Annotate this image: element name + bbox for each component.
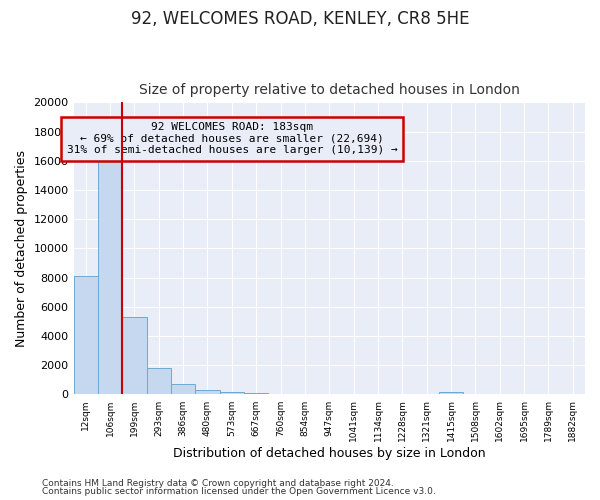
Text: 92, WELCOMES ROAD, KENLEY, CR8 5HE: 92, WELCOMES ROAD, KENLEY, CR8 5HE (131, 10, 469, 28)
Y-axis label: Number of detached properties: Number of detached properties (15, 150, 28, 347)
Bar (98, 152, 122, 394)
Bar (196, 390, 220, 394)
Bar (74, 276, 98, 394)
Bar (171, 384, 196, 394)
Bar (439, 392, 463, 394)
Text: Contains HM Land Registry data © Crown copyright and database right 2024.: Contains HM Land Registry data © Crown c… (42, 478, 394, 488)
Text: 92 WELCOMES ROAD: 183sqm
← 69% of detached houses are smaller (22,694)
31% of se: 92 WELCOMES ROAD: 183sqm ← 69% of detach… (67, 122, 397, 156)
Bar (220, 392, 244, 394)
Bar (122, 317, 146, 394)
Title: Size of property relative to detached houses in London: Size of property relative to detached ho… (139, 83, 520, 97)
Text: Contains public sector information licensed under the Open Government Licence v3: Contains public sector information licen… (42, 487, 436, 496)
Bar (146, 368, 171, 394)
X-axis label: Distribution of detached houses by size in London: Distribution of detached houses by size … (173, 447, 485, 460)
